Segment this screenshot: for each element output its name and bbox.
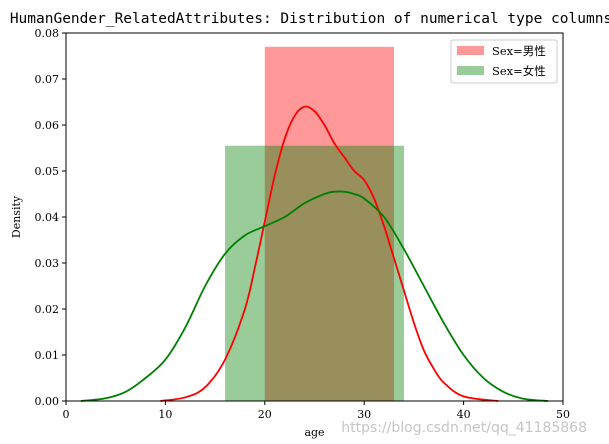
y-tick-label-4: 0.04	[35, 211, 60, 224]
x-tick-label-0: 0	[63, 408, 70, 421]
kde-line-female	[80, 190, 549, 402]
kde-line-male	[160, 105, 499, 402]
y-tick-label-2: 0.02	[35, 303, 60, 316]
chart-title: HumanGender_RelatedAttributes: Distribut…	[10, 11, 609, 27]
hist-bar-female-0	[225, 145, 404, 401]
x-tick-label-1: 10	[158, 408, 172, 421]
legend-label-male: Sex=男性	[492, 44, 546, 58]
y-tick-label-6: 0.06	[35, 119, 60, 132]
y-tick-label-8: 0.08	[35, 27, 60, 40]
x-axis: 0 10 20 30 40 50	[63, 401, 570, 421]
y-tick-label-3: 0.03	[35, 257, 60, 270]
x-axis-label: age	[304, 426, 324, 439]
legend-swatch-female	[457, 66, 484, 75]
legend-swatch-male	[457, 46, 484, 55]
legend-label-female: Sex=女性	[492, 64, 546, 78]
y-axis-label: Density	[10, 195, 23, 238]
watermark-text: https://blog.csdn.net/qq_41185868	[341, 420, 587, 436]
y-tick-label-1: 0.01	[35, 349, 60, 362]
x-tick-label-2: 20	[258, 408, 272, 421]
legend: Sex=男性 Sex=女性	[450, 39, 558, 84]
legend-box	[450, 39, 558, 84]
plot-area	[80, 46, 549, 402]
y-tick-label-0: 0.00	[35, 395, 60, 408]
y-tick-label-7: 0.07	[35, 73, 60, 86]
x-tick-label-3: 30	[357, 408, 371, 421]
y-tick-label-5: 0.05	[35, 165, 60, 178]
hist-bar-male-0	[264, 46, 395, 402]
y-axis: 0.00 0.01 0.02 0.03 0.04 0.05 0.06 0.07 0.08	[35, 27, 66, 408]
x-tick-label-4: 40	[457, 408, 471, 421]
x-tick-label-5: 50	[556, 408, 570, 421]
